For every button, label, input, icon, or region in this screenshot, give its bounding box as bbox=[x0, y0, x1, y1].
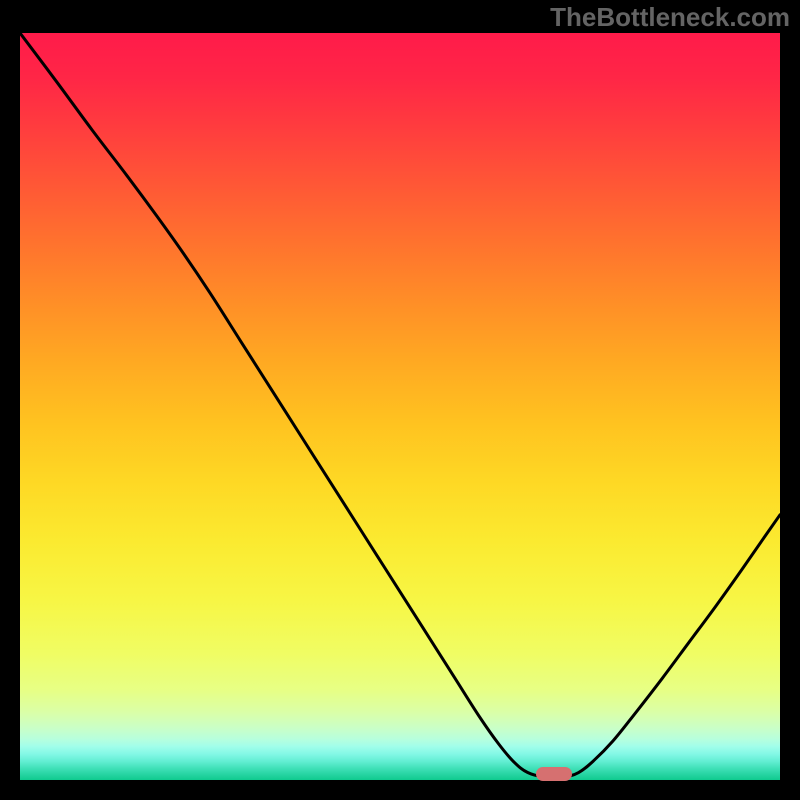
background-gradient bbox=[20, 33, 780, 780]
watermark-text: TheBottleneck.com bbox=[550, 2, 790, 33]
plot-area bbox=[20, 33, 780, 780]
chart-frame: TheBottleneck.com bbox=[0, 0, 800, 800]
optimal-marker bbox=[536, 767, 572, 781]
